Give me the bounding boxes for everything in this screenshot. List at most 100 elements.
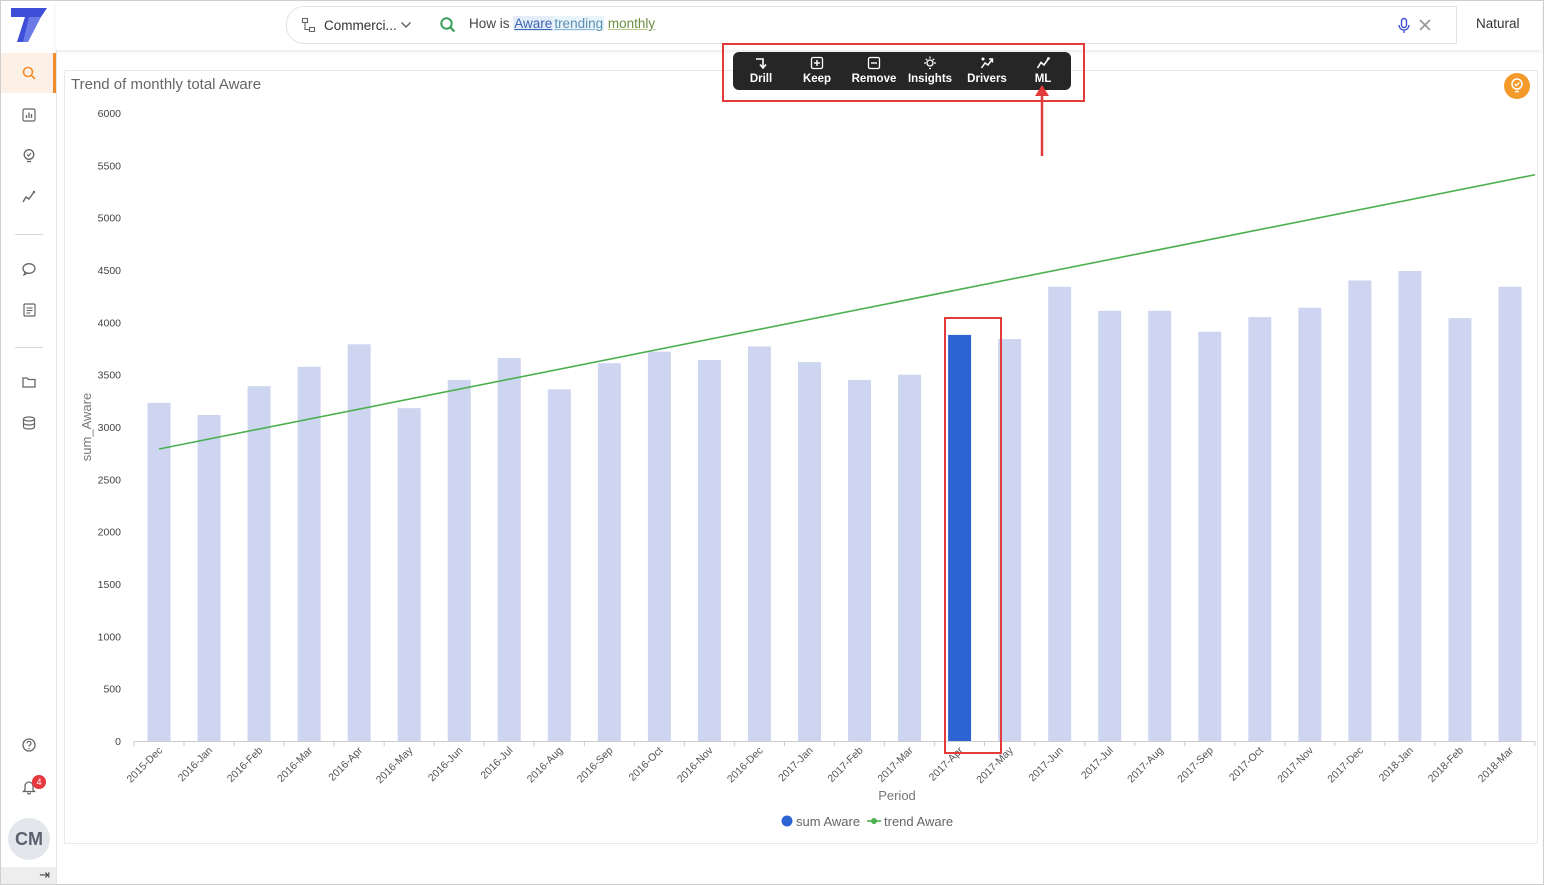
x-tick-label: 2018-Feb [1426,745,1466,785]
drivers-icon [980,57,994,69]
database-icon [22,416,35,430]
trend-icon [1036,57,1050,69]
insights-button[interactable]: Insights [906,52,954,90]
x-tick-label: 2017-Nov [1275,744,1316,785]
search-icon [22,66,36,80]
bar-selected [948,334,972,741]
x-tick-label: 2016-Apr [326,744,365,783]
keep-button[interactable]: Keep [796,52,838,90]
trend-line [158,173,1536,450]
insight-badge[interactable] [1504,73,1530,99]
bulb-icon [924,56,936,70]
bar [497,357,521,741]
x-tick-label: 2018-Mar [1476,744,1517,785]
chart-action-toolbar: Drill Keep Remove Insights Drivers ML [733,52,1071,90]
app-logo[interactable] [7,4,51,44]
y-tick-label: 3000 [98,422,122,434]
x-tick-label: 2017-Dec [1325,745,1366,786]
bar [998,339,1022,741]
sidebar-item-data[interactable] [1,403,56,443]
legend-bar-swatch [781,815,793,827]
insights-label: Insights [907,73,953,85]
chat-icon [21,263,36,277]
query-token-time[interactable]: monthly [607,16,656,31]
sidebar-item-notifications[interactable] [1,767,56,807]
query-token-function[interactable]: trending [553,16,605,31]
query-mode-toggle[interactable]: Natural [1476,16,1520,31]
chevron-down-icon [400,21,412,29]
bar [1098,310,1122,741]
trend-line-icon [21,190,35,203]
x-axis-title: Period [878,788,916,803]
y-tick-label: 0 [115,736,121,748]
drill-label: Drill [749,73,773,85]
bar [397,408,421,741]
x-tick-label: 2016-Dec [725,745,766,786]
sidebar-divider [15,234,43,235]
x-tick-label: 2017-Jan [776,745,816,785]
x-tick-label: 2017-Jul [1079,745,1116,782]
x-tick-label: 2016-May [374,744,416,786]
top-bar: Commerci... How is Aware trending monthly… [56,1,1542,50]
search-icon [440,17,456,33]
x-tick-label: 2017-Mar [875,744,916,785]
sidebar-item-dashboards[interactable] [1,95,56,135]
bell-icon [21,781,36,795]
sidebar-item-trends[interactable] [1,177,56,217]
collapse-arrow-icon: ⇥ [39,867,50,882]
legend-label: trend Aware [884,814,953,829]
sidebar-item-insights[interactable] [1,136,56,176]
ml-button[interactable]: ML [1023,52,1063,90]
help-icon [21,738,36,752]
y-axis-title: sum_Aware [79,393,94,461]
bar [297,366,321,741]
bar [347,344,371,741]
remove-button[interactable]: Remove [850,52,898,90]
y-tick-label: 4000 [98,317,122,329]
legend-label: sum Aware [796,814,860,829]
sidebar-item-help[interactable] [1,725,56,765]
search-query[interactable]: How is Aware trending monthly [469,16,655,31]
x-tick-label: 2016-Jan [176,745,216,785]
microphone-icon[interactable] [1397,17,1411,35]
bar [147,402,171,741]
y-tick-label: 5000 [98,213,122,225]
x-tick-label: 2016-Mar [275,744,316,785]
sidebar-item-conversations[interactable] [1,249,56,289]
query-token: How is [469,16,510,31]
remove-label: Remove [851,73,897,85]
datasource-label: Commerci... [324,18,397,33]
query-token-measure[interactable]: Aware [513,16,554,31]
toolbar-highlight-box [722,43,1085,102]
sidebar-item-folders[interactable] [1,362,56,402]
x-tick-label: 2016-Feb [225,745,265,785]
x-tick-label: 2017-Jun [1026,745,1066,785]
bar [1198,331,1222,741]
datasource-select[interactable]: Commerci... [286,6,425,44]
bar [898,374,922,741]
minus-box-icon [867,56,881,70]
drill-button[interactable]: Drill [740,52,782,90]
x-tick-label: 2016-Aug [525,745,566,786]
sidebar-item-reports[interactable] [1,290,56,330]
sidebar-divider [15,347,43,348]
bar [797,362,821,741]
x-tick-label: 2015-Dec [124,745,165,786]
user-avatar[interactable]: CM [8,818,50,860]
y-tick-label: 3500 [98,370,122,382]
x-tick-label: 2016-Oct [626,745,665,784]
bar [1398,271,1422,741]
bar [1048,286,1072,741]
x-tick-label: 2016-Jul [478,745,515,782]
search-bar[interactable]: How is Aware trending monthly [423,6,1457,44]
bar [1498,286,1522,741]
close-icon[interactable] [1418,18,1432,32]
sidebar-item-search[interactable] [1,53,56,93]
bar [1148,310,1172,741]
bar [547,389,571,741]
drivers-button[interactable]: Drivers [964,52,1010,90]
bar-chart-icon [21,108,36,122]
notification-count-badge: 4 [32,775,46,789]
sidebar-collapse-button[interactable]: ⇥ [1,867,56,884]
keep-label: Keep [802,73,832,85]
